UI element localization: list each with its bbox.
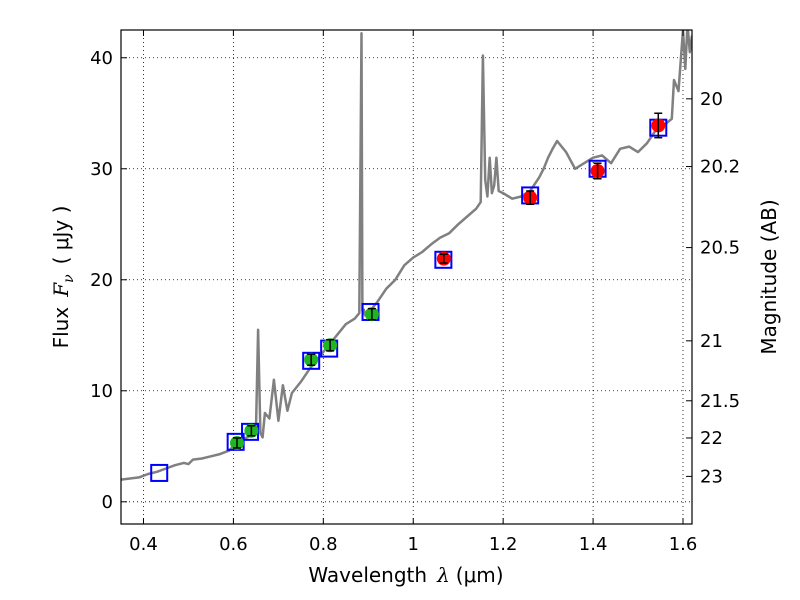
x-axis-label: Wavelength λ (μm) (308, 563, 503, 587)
y2-tick-label: 22 (700, 428, 723, 449)
y-axis-label: FluxFν( μJy ) (49, 206, 77, 349)
x-tick-label: 0.6 (219, 534, 248, 555)
x-tick-label: 1.6 (669, 534, 698, 555)
y2-axis-label: Magnitude (AB) (757, 199, 781, 354)
model-photometry-square (150, 463, 169, 482)
y-tick-label: 30 (90, 159, 113, 180)
y2-tick-label: 21.5 (700, 391, 740, 412)
x-tick-label: 1.4 (579, 534, 608, 555)
y2-tick-label: 20.5 (700, 238, 740, 259)
axis-ticks: 0.4 0.6 0.8 1 1.2 1.4 1.6 0 10 20 30 40 20 20.2 20.5 21… (90, 30, 740, 555)
model-spectrum-line (121, 30, 692, 481)
y2-tick-label: 23 (700, 466, 723, 487)
x-tick-label: 1 (408, 534, 419, 555)
plot-frame (120, 29, 693, 525)
y2-tick-label: 20.2 (700, 157, 740, 178)
y-tick-label: 10 (90, 381, 113, 402)
y-tick-label: 20 (90, 270, 113, 291)
grid-lines (121, 30, 692, 524)
x-tick-label: 1.2 (489, 534, 518, 555)
x-tick-label: 0.4 (129, 534, 158, 555)
y2-tick-label: 21 (700, 331, 723, 352)
y-tick-label: 0 (102, 492, 113, 513)
y2-tick-label: 20 (700, 89, 723, 110)
plot-area (121, 30, 692, 482)
axes-frame (120, 29, 693, 525)
x-tick-label: 0.8 (309, 534, 338, 555)
y-tick-label: 40 (90, 48, 113, 69)
